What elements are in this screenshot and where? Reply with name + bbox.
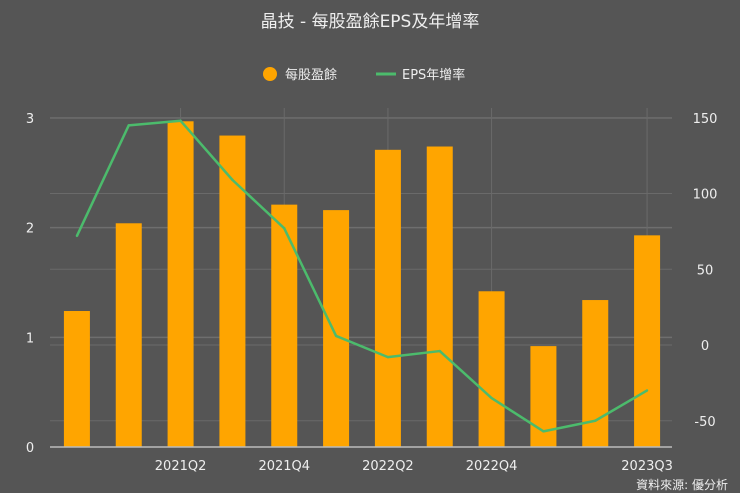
y-right-tick-label: -50 <box>694 415 715 430</box>
legend-label-eps: 每股盈餘 <box>285 67 337 83</box>
x-tick-label: 2021Q2 <box>155 459 207 474</box>
growth-point-2022Q2 <box>386 355 390 359</box>
x-tick-label: 2022Q2 <box>362 459 414 474</box>
y-left-tick-label: 1 <box>26 331 34 346</box>
bar-2022Q4 <box>478 291 505 447</box>
gridlines <box>50 108 672 447</box>
growth-point-2023Q3 <box>645 389 649 392</box>
legend-label-growth: EPS年增率 <box>402 67 465 83</box>
legend: 每股盈餘 EPS年增率 <box>263 67 465 83</box>
bars <box>63 121 661 447</box>
growth-point-2022Q4 <box>490 396 493 400</box>
bar-2021Q2 <box>167 121 194 447</box>
growth-line-path <box>75 119 648 433</box>
bar-2023Q3 <box>634 235 661 447</box>
growth-point-2022Q1 <box>334 334 338 338</box>
x-tick-label: 2022Q4 <box>466 459 518 474</box>
bar-2022Q2 <box>374 149 401 447</box>
bar-2020Q4 <box>63 311 90 447</box>
y-right-tick-label: 150 <box>693 112 718 127</box>
y-left-tick-label: 2 <box>26 222 34 237</box>
source-note: 資料來源: 優分析 <box>636 478 728 492</box>
growth-point-2021Q4 <box>283 227 286 230</box>
y-left-tick-label: 0 <box>26 441 34 456</box>
growth-point-2021Q2 <box>179 119 182 122</box>
bar-2021Q3 <box>219 135 246 447</box>
chart-title: 晶技 - 每股盈餘EPS及年增率 <box>261 12 480 32</box>
growth-point-2021Q1 <box>127 124 130 127</box>
legend-marker-eps <box>263 67 277 81</box>
bar-2021Q4 <box>271 204 298 447</box>
bar-2022Q3 <box>426 146 453 447</box>
growth-line <box>75 119 649 433</box>
bar-2023Q2 <box>582 300 609 447</box>
y-right-tick-label: 50 <box>697 263 714 278</box>
growth-point-2021Q3 <box>231 178 234 182</box>
bar-2021Q1 <box>115 223 142 447</box>
growth-point-2023Q1 <box>542 430 545 433</box>
growth-point-2022Q3 <box>438 349 441 353</box>
y-right-tick-label: 0 <box>701 339 709 354</box>
y-left-tick-label: 3 <box>26 112 34 127</box>
growth-point-2020Q4 <box>75 234 79 238</box>
axes: 0 1 2 3 -50 0 50 100 150 2021Q2 2021Q4 2022Q2 2022Q4… <box>26 112 718 474</box>
growth-point-2023Q2 <box>594 419 597 422</box>
y-right-tick-label: 100 <box>693 188 718 203</box>
x-tick-label: 2021Q4 <box>258 459 310 474</box>
x-tick-label: 2023Q3 <box>621 459 673 474</box>
bar-2022Q1 <box>323 210 350 447</box>
